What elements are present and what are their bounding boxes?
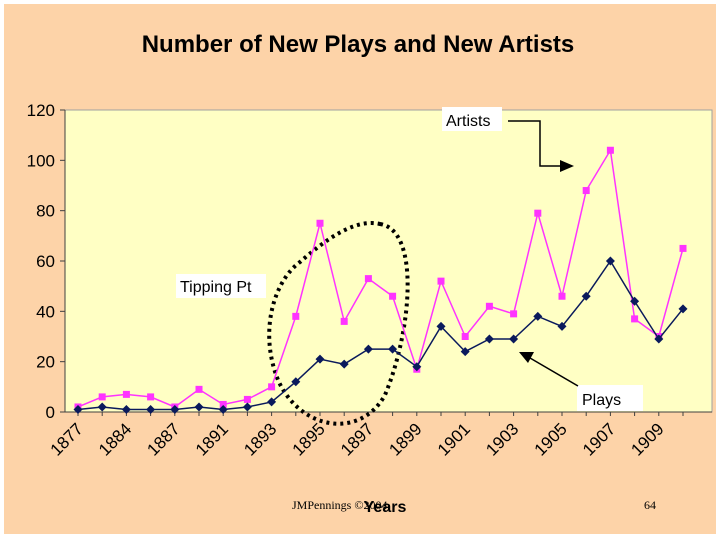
data-point xyxy=(485,302,493,310)
data-point xyxy=(315,354,325,364)
data-point xyxy=(533,311,543,321)
series-line xyxy=(77,148,684,408)
data-point xyxy=(339,359,349,369)
data-point xyxy=(389,292,397,300)
data-point xyxy=(510,310,518,318)
y-tick-label: 60 xyxy=(36,252,55,271)
tipping-point-ellipse xyxy=(267,221,410,426)
x-axis-label: Years xyxy=(364,499,407,516)
data-point xyxy=(605,256,615,266)
y-tick-label: 40 xyxy=(36,302,55,321)
data-point xyxy=(218,404,228,414)
data-point xyxy=(122,390,130,398)
data-point xyxy=(219,400,227,408)
data-point xyxy=(268,383,276,391)
data-point xyxy=(243,395,251,403)
x-tick-labels: 1877 1884 1887 1891 1893 1895 1897 1899 1901 1903… xyxy=(47,412,684,460)
data-point xyxy=(242,402,252,412)
x-tick-label: 1899 xyxy=(385,419,425,459)
data-point xyxy=(460,347,470,357)
data-point xyxy=(388,344,398,354)
x-tick-label: 1891 xyxy=(192,419,232,459)
x-tick-label: 1909 xyxy=(627,419,667,459)
data-point xyxy=(679,244,687,252)
y-tick-label: 20 xyxy=(36,353,55,372)
footer-page-number: 64 xyxy=(644,498,656,512)
data-point xyxy=(170,404,180,414)
chart-title: Number of New Plays and New Artists xyxy=(142,31,575,58)
artists-arrowhead xyxy=(560,160,574,172)
plays-arrowhead xyxy=(519,352,534,363)
tipping-label-box xyxy=(176,274,266,298)
data-point xyxy=(97,402,107,412)
data-point xyxy=(509,334,519,344)
data-point xyxy=(98,393,106,401)
x-tick-label: 1901 xyxy=(434,419,474,459)
data-point xyxy=(292,312,300,320)
artists-label-box xyxy=(442,107,502,131)
data-point xyxy=(73,404,83,414)
data-point xyxy=(412,362,422,372)
y-tick-label: 80 xyxy=(36,202,55,221)
data-point xyxy=(461,333,469,340)
data-point xyxy=(316,219,324,227)
x-tick-label: 1877 xyxy=(47,419,87,459)
footer-author: JMPennings ©2004 xyxy=(292,498,388,512)
x-tick-label: 1893 xyxy=(240,419,280,459)
plays-label-box xyxy=(577,385,643,411)
x-tick-label: 1907 xyxy=(579,419,619,459)
data-point xyxy=(558,292,566,300)
data-point xyxy=(436,321,446,331)
artists-annotation: Artists xyxy=(446,113,490,130)
data-point xyxy=(363,344,373,354)
data-point xyxy=(630,296,640,306)
x-tick-label: 1887 xyxy=(143,419,183,459)
data-point xyxy=(267,397,277,407)
y-tick-labels: 0 20 40 60 80 100 120 xyxy=(27,101,65,422)
data-point xyxy=(534,209,542,217)
y-tick-label: 0 xyxy=(46,403,55,422)
data-point xyxy=(484,334,494,344)
data-point xyxy=(582,187,590,195)
data-point xyxy=(557,321,567,331)
x-tick-label: 1905 xyxy=(531,419,571,459)
plays-annotation: Plays xyxy=(582,392,621,409)
data-point xyxy=(195,385,203,393)
data-point xyxy=(194,402,204,412)
data-point xyxy=(437,277,445,285)
x-tick-label: 1884 xyxy=(95,419,135,459)
x-tick-label: 1903 xyxy=(482,419,522,459)
data-point xyxy=(146,404,156,414)
y-tick-label: 100 xyxy=(27,151,55,170)
plays-series xyxy=(73,256,688,414)
data-point xyxy=(121,404,131,414)
artists-arrow xyxy=(508,120,566,167)
y-tick-label: 120 xyxy=(27,101,55,120)
data-point xyxy=(606,146,614,154)
plays-arrow xyxy=(529,357,579,387)
data-point xyxy=(631,315,639,323)
data-point xyxy=(364,275,372,283)
data-point xyxy=(291,377,301,387)
data-point xyxy=(340,317,348,325)
data-point xyxy=(654,334,664,344)
plot-area xyxy=(64,109,713,413)
x-tick-label: 1895 xyxy=(289,419,329,459)
data-point xyxy=(678,304,688,314)
data-point xyxy=(581,291,591,301)
tipping-point-annotation: Tipping Pt xyxy=(180,279,252,296)
data-point xyxy=(147,393,155,401)
